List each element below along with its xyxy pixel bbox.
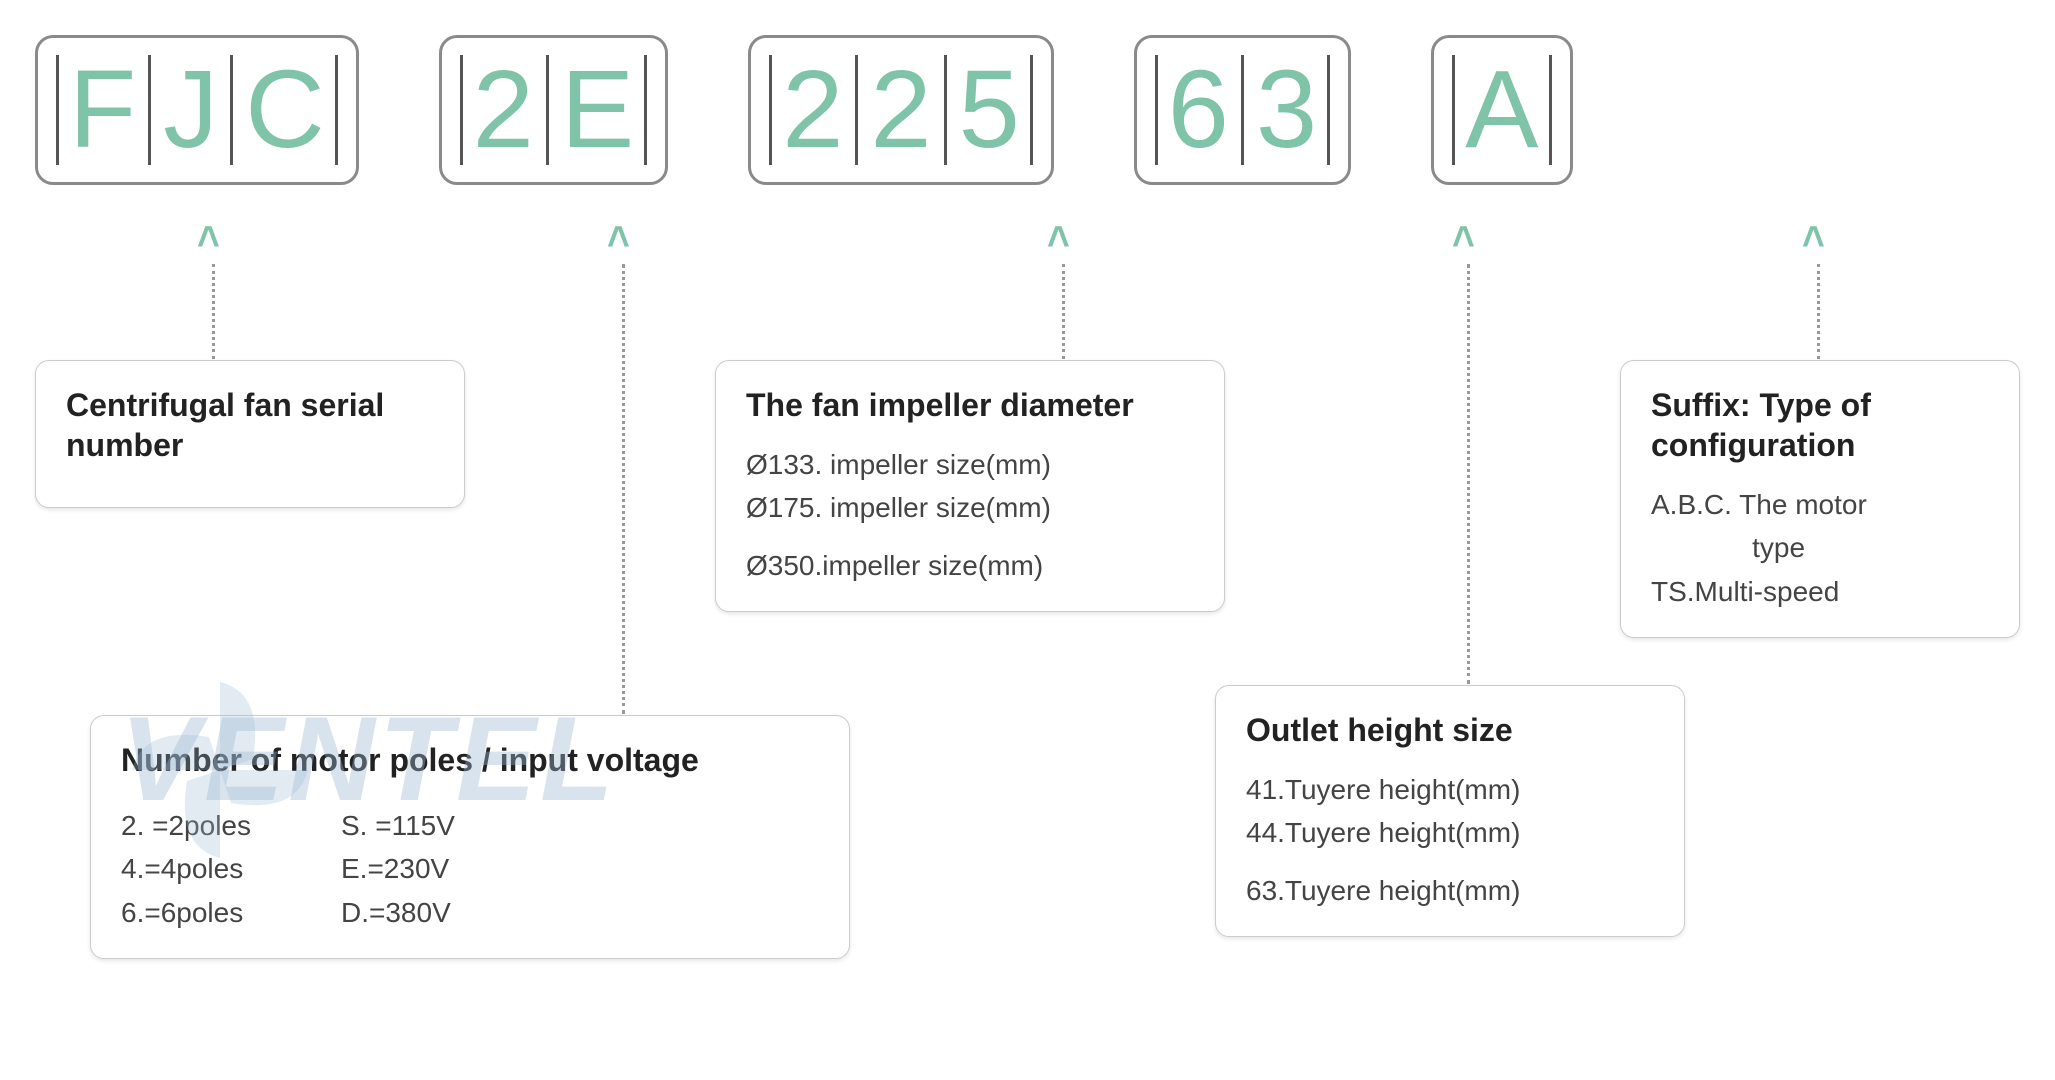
- code-char: 2: [870, 55, 931, 165]
- edge-bar: [1452, 55, 1455, 165]
- callout-line: type: [1651, 526, 1989, 569]
- connector-line: [1062, 264, 1065, 359]
- code-char: J: [163, 55, 218, 165]
- char-separator: [1241, 55, 1244, 165]
- edge-bar: [56, 55, 59, 165]
- callout-line: 41.Tuyere height(mm): [1246, 768, 1654, 811]
- connector-line: [212, 264, 215, 359]
- code-char: E: [561, 55, 634, 165]
- edge-bar: [1155, 55, 1158, 165]
- callout-title: Centrifugal fan serial number: [66, 385, 434, 465]
- arrow-up-icon: ^: [1802, 215, 1825, 269]
- edge-bar: [460, 55, 463, 165]
- edge-bar: [1549, 55, 1552, 165]
- callout-line: TS.Multi-speed: [1651, 570, 1989, 613]
- callout-line: 63.Tuyere height(mm): [1246, 869, 1654, 912]
- connector-line: [622, 264, 625, 714]
- arrow-up-icon: ^: [607, 215, 630, 269]
- callout-line: 4.=4poles: [121, 847, 251, 890]
- code-char: A: [1465, 55, 1538, 165]
- callout-line: 2. =2poles: [121, 804, 251, 847]
- connector-line: [1467, 264, 1470, 684]
- callout-impeller-diameter: The fan impeller diameter Ø133. impeller…: [715, 360, 1225, 612]
- callout-title: Outlet height size: [1246, 710, 1654, 750]
- callout-line: D.=380V: [341, 891, 455, 934]
- edge-bar: [769, 55, 772, 165]
- arrow-up-icon: ^: [1047, 215, 1070, 269]
- code-char: F: [69, 55, 136, 165]
- edge-bar: [644, 55, 647, 165]
- code-box-g2: 2 E: [439, 35, 669, 185]
- code-char: C: [245, 55, 324, 165]
- callout-outlet-height: Outlet height size 41.Tuyere height(mm) …: [1215, 685, 1685, 937]
- code-row: F J C 2 E 2 2 5 6 3 A: [35, 35, 1573, 185]
- char-separator: [944, 55, 947, 165]
- code-box-g4: 6 3: [1134, 35, 1351, 185]
- edge-bar: [1327, 55, 1330, 165]
- char-separator: [546, 55, 549, 165]
- callout-line: 44.Tuyere height(mm): [1246, 811, 1654, 854]
- callout-line: 6.=6poles: [121, 891, 251, 934]
- arrow-up-icon: ^: [197, 215, 220, 269]
- callout-serial-number: Centrifugal fan serial number: [35, 360, 465, 508]
- char-separator: [230, 55, 233, 165]
- callout-suffix: Suffix: Type of configuration A.B.C. The…: [1620, 360, 2020, 638]
- edge-bar: [1030, 55, 1033, 165]
- callout-line: S. =115V: [341, 804, 455, 847]
- callout-line: Ø350.impeller size(mm): [746, 544, 1194, 587]
- edge-bar: [335, 55, 338, 165]
- code-box-g5: A: [1431, 35, 1572, 185]
- code-char: 2: [782, 55, 843, 165]
- callout-title: The fan impeller diameter: [746, 385, 1194, 425]
- callout-line: Ø175. impeller size(mm): [746, 486, 1194, 529]
- arrow-up-icon: ^: [1452, 215, 1475, 269]
- callout-title: Suffix: Type of configuration: [1651, 385, 1989, 465]
- callout-motor-poles: Number of motor poles / input voltage 2.…: [90, 715, 850, 959]
- code-char: 6: [1168, 55, 1229, 165]
- callout-line: A.B.C. The motor: [1651, 483, 1989, 526]
- callout-line: E.=230V: [341, 847, 455, 890]
- code-char: 2: [473, 55, 534, 165]
- connector-line: [1817, 264, 1820, 359]
- code-box-g1: F J C: [35, 35, 359, 185]
- callout-line: Ø133. impeller size(mm): [746, 443, 1194, 486]
- code-char: 3: [1256, 55, 1317, 165]
- char-separator: [855, 55, 858, 165]
- char-separator: [148, 55, 151, 165]
- code-box-g3: 2 2 5: [748, 35, 1054, 185]
- code-char: 5: [959, 55, 1020, 165]
- callout-title: Number of motor poles / input voltage: [121, 740, 819, 780]
